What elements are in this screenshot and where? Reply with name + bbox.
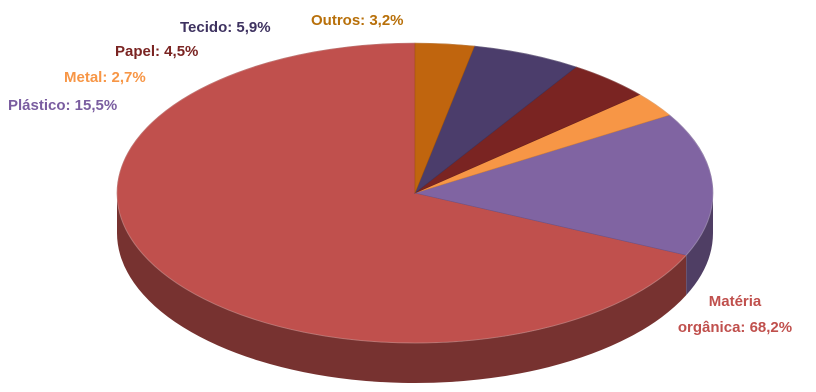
pie-label-5: Outros: 3,2%	[311, 12, 404, 29]
pie-label-1: Plástico: 15,5%	[8, 97, 117, 114]
pie-slice-0	[116, 42, 687, 344]
pie-label-2: Metal: 2,7%	[64, 69, 146, 86]
pie-label-3: Papel: 4,5%	[115, 43, 198, 60]
pie-rim	[116, 42, 714, 344]
pie-slice-side-0	[117, 193, 687, 384]
pie-labels: Matéria orgânica: 68,2% Plástico: 15,5% Met…	[8, 12, 792, 336]
pie-slice-side-1	[686, 193, 713, 296]
pie-slice-1	[413, 114, 714, 256]
pie-slices	[116, 42, 714, 384]
pie-label-4: Tecido: 5,9%	[180, 19, 271, 36]
pie-label-0: Matéria orgânica: 68,2%	[678, 293, 792, 336]
pie-slice-5	[414, 42, 475, 194]
